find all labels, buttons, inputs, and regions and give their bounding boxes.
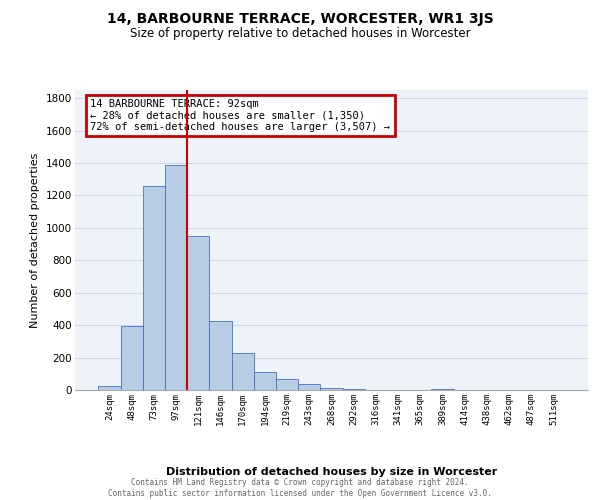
Bar bbox=[187, 236, 209, 390]
Bar bbox=[431, 389, 454, 390]
Bar bbox=[298, 384, 320, 390]
Text: Size of property relative to detached houses in Worcester: Size of property relative to detached ho… bbox=[130, 28, 470, 40]
Bar bbox=[232, 352, 254, 390]
Y-axis label: Number of detached properties: Number of detached properties bbox=[31, 152, 40, 328]
Bar bbox=[343, 389, 365, 390]
X-axis label: Distribution of detached houses by size in Worcester: Distribution of detached houses by size … bbox=[166, 466, 497, 476]
Text: 14, BARBOURNE TERRACE, WORCESTER, WR1 3JS: 14, BARBOURNE TERRACE, WORCESTER, WR1 3J… bbox=[107, 12, 493, 26]
Bar bbox=[143, 186, 165, 390]
Bar bbox=[121, 326, 143, 390]
Bar bbox=[254, 372, 276, 390]
Bar bbox=[98, 386, 121, 390]
Bar bbox=[209, 321, 232, 390]
Bar bbox=[320, 388, 343, 390]
Text: Contains HM Land Registry data © Crown copyright and database right 2024.
Contai: Contains HM Land Registry data © Crown c… bbox=[108, 478, 492, 498]
Bar bbox=[276, 380, 298, 390]
Bar bbox=[165, 164, 187, 390]
Text: 14 BARBOURNE TERRACE: 92sqm
← 28% of detached houses are smaller (1,350)
72% of : 14 BARBOURNE TERRACE: 92sqm ← 28% of det… bbox=[91, 99, 391, 132]
